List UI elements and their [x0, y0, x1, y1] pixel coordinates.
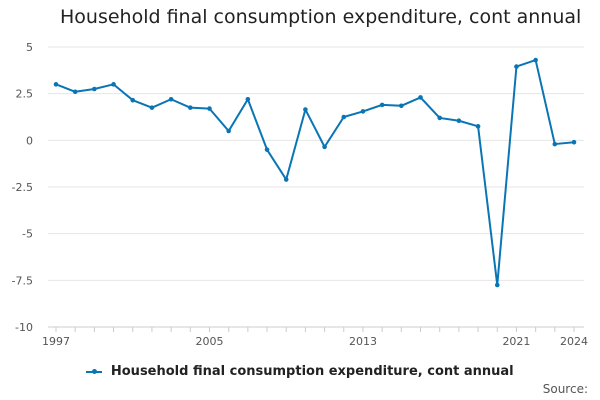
data-point	[226, 128, 231, 134]
x-tick-label: 2021	[502, 335, 530, 348]
series-line	[55, 59, 575, 286]
data-point	[72, 89, 78, 95]
series	[53, 57, 577, 288]
data-point	[399, 103, 404, 109]
legend-label: Household final consumption expenditure,…	[110, 364, 514, 379]
source-label: Source:	[542, 382, 588, 396]
data-point	[168, 96, 174, 102]
data-point	[571, 139, 577, 145]
data-point	[283, 177, 289, 182]
data-point	[514, 64, 519, 69]
data-point	[149, 105, 155, 110]
data-point	[53, 82, 59, 87]
data-point	[187, 105, 193, 110]
data-point	[456, 118, 462, 124]
data-point	[245, 96, 251, 102]
x-tick-label: 1997	[42, 335, 70, 348]
data-point	[207, 106, 212, 111]
y-tick-label: 2.5	[16, 88, 34, 101]
data-point	[437, 115, 443, 121]
y-axis-ticks: 5 2.5 0 -2.5 -5 -7.5 -10	[12, 41, 33, 334]
x-tick-label: 2013	[349, 335, 377, 348]
data-point	[418, 95, 423, 100]
data-point	[494, 282, 500, 288]
data-point	[475, 124, 481, 129]
data-point	[92, 86, 97, 92]
y-tick-label: -7.5	[12, 274, 33, 287]
x-tick-label: 2005	[195, 335, 223, 348]
data-point	[341, 114, 347, 120]
y-tick-label: -10	[15, 321, 33, 334]
gridlines	[48, 46, 584, 328]
legend[interactable]: Household final consumption expenditure,…	[0, 364, 600, 379]
data-point	[533, 57, 538, 63]
data-point	[264, 147, 270, 152]
y-tick-label: 0	[26, 134, 33, 147]
chart-title: Household final consumption expenditure,…	[60, 6, 582, 28]
y-tick-label: 5	[26, 41, 33, 54]
data-point	[552, 141, 558, 147]
data-point	[303, 107, 308, 112]
data-point	[111, 82, 116, 87]
y-tick-label: -2.5	[12, 181, 33, 194]
data-point	[379, 102, 385, 108]
x-axis-ticks: 1997 2005 2013 2021 2024	[42, 335, 588, 348]
x-tick-label: 2024	[560, 335, 588, 348]
legend-marker-icon	[86, 367, 103, 377]
y-tick-label: -5	[22, 228, 33, 241]
data-point	[130, 97, 136, 103]
data-point	[360, 109, 366, 114]
data-point	[322, 144, 327, 150]
axes	[48, 326, 584, 332]
